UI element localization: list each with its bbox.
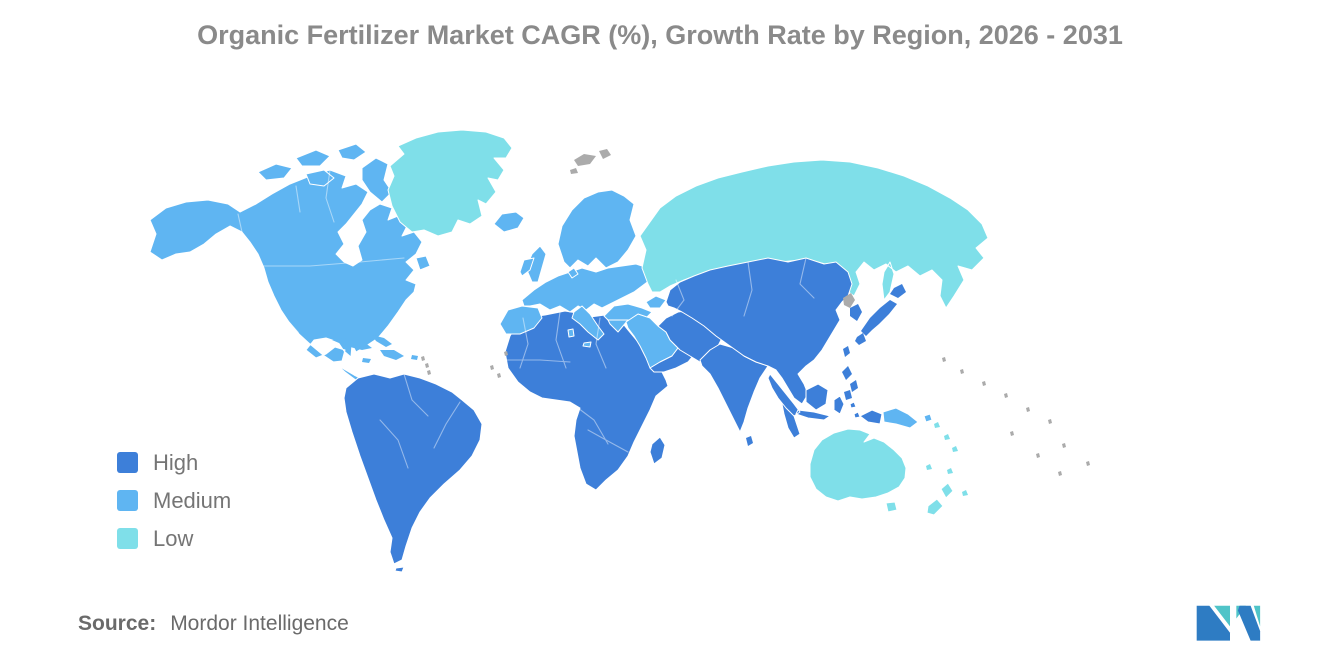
region-ireland <box>519 257 535 277</box>
region-micronesia-islands <box>942 357 1090 476</box>
region-sri-lanka <box>746 436 753 446</box>
region-indonesia <box>767 373 883 425</box>
region-canadian-arctic-islands <box>257 143 431 271</box>
region-greenland <box>387 129 513 237</box>
region-south-america <box>343 373 483 573</box>
region-central-asia-china-mongolia <box>665 257 853 405</box>
region-iceland <box>493 211 525 233</box>
legend-swatch-high <box>117 452 138 473</box>
region-denmark <box>567 267 579 279</box>
region-pacific-islands <box>926 422 968 496</box>
region-new-zealand <box>926 482 954 516</box>
region-atlantic-islands <box>421 351 508 378</box>
region-south-korea <box>850 304 862 321</box>
region-madagascar <box>649 436 666 465</box>
logo-right-teal-edge <box>1253 605 1261 627</box>
legend-label-high: High <box>153 450 199 475</box>
region-japan <box>855 284 906 345</box>
map-regions <box>149 129 1090 573</box>
logo-right-blue-diagonal <box>1237 605 1261 641</box>
region-taiwan <box>843 346 850 357</box>
legend-label-low: Low <box>153 526 194 551</box>
source-label: Source: <box>78 612 157 635</box>
mordor-intelligence-logo <box>1196 605 1261 641</box>
region-philippines <box>842 366 858 400</box>
region-iberia <box>499 305 543 335</box>
map-legend: High Medium Low <box>117 450 232 551</box>
legend-label-medium: Medium <box>153 488 232 513</box>
region-europe-mainland <box>521 263 651 313</box>
region-caribbean-islands <box>332 335 418 363</box>
legend-item-low: Low <box>117 526 231 551</box>
region-italy <box>567 305 605 348</box>
legend-item-medium: Medium <box>117 488 232 513</box>
legend-swatch-medium <box>117 490 138 511</box>
region-north-korea <box>843 293 855 308</box>
logo-left-blue-shape <box>1196 605 1230 641</box>
legend-item-high: High <box>117 450 231 475</box>
country-borders <box>237 169 815 469</box>
region-papua-new-guinea <box>882 407 933 429</box>
chart-title: Organic Fertilizer Market CAGR (%), Grow… <box>197 20 1123 50</box>
region-svalbard <box>570 149 611 174</box>
source-attribution: Source: Mordor Intelligence <box>78 612 349 636</box>
source-value: Mordor Intelligence <box>170 612 349 635</box>
legend-swatch-low <box>117 528 138 549</box>
region-caucasus <box>645 295 667 309</box>
region-north-america <box>149 169 423 394</box>
region-australia <box>809 428 907 513</box>
logo-left-teal-triangle <box>1214 605 1230 627</box>
region-scandinavia <box>557 189 637 269</box>
